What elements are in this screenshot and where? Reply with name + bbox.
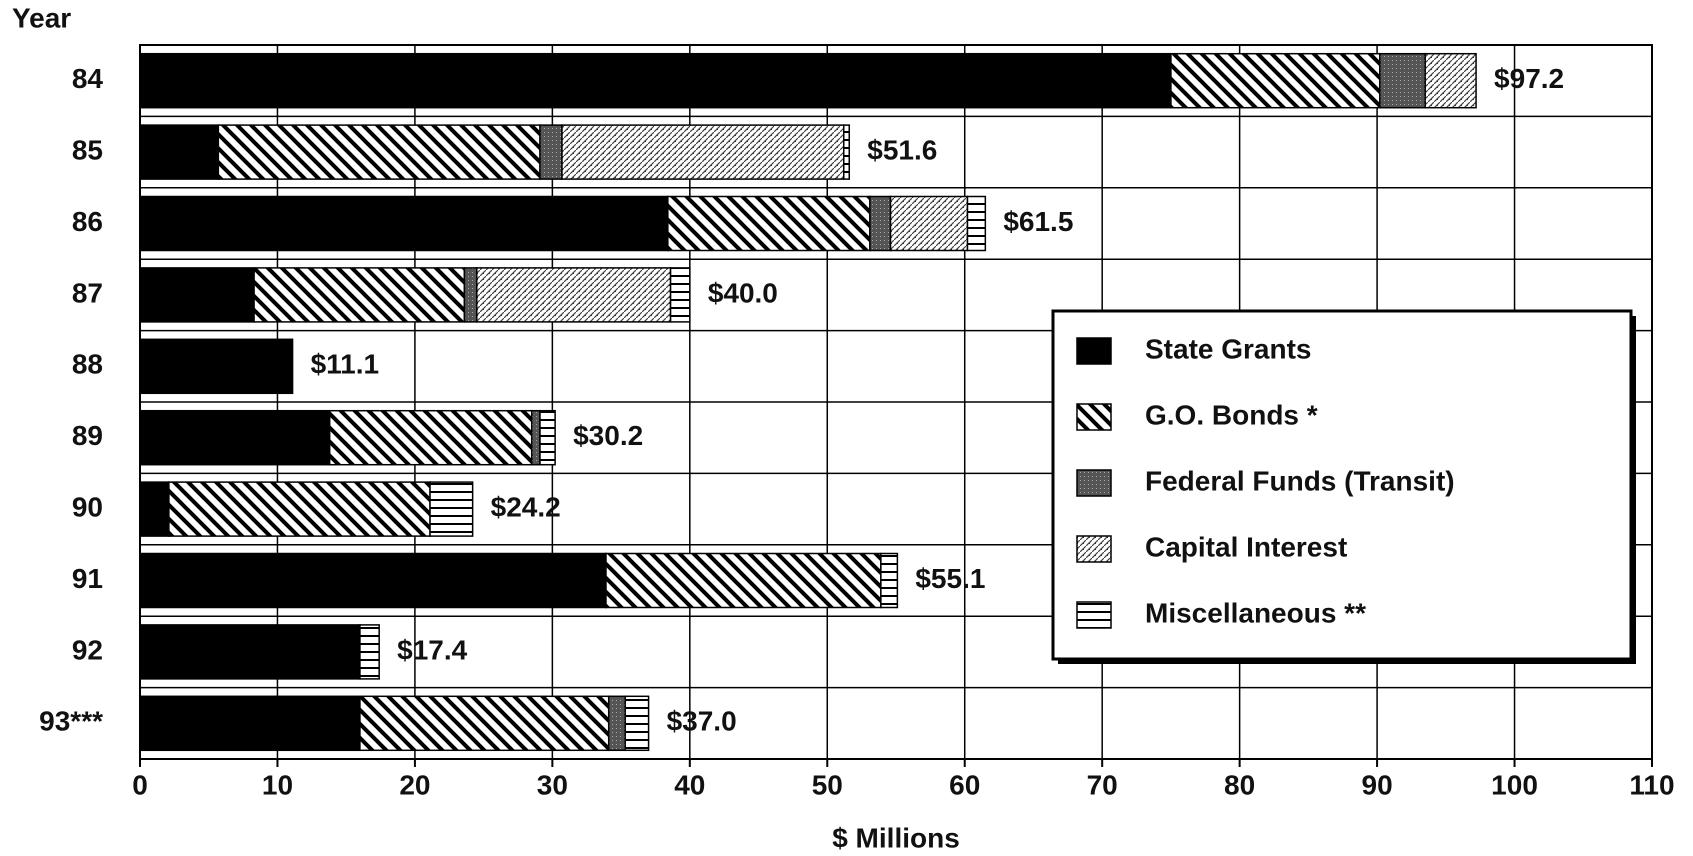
y-tick-label: 86 — [72, 206, 103, 237]
bar-segment — [966, 195, 987, 252]
legend-swatch — [1076, 403, 1112, 431]
bar-segment — [539, 124, 563, 180]
bar-segment — [139, 481, 170, 537]
y-tick-label: 87 — [72, 277, 103, 308]
bar-segment — [561, 124, 845, 180]
x-tick-label: 90 — [1362, 769, 1393, 800]
bar-segment — [139, 124, 220, 180]
x-tick-label: 70 — [1087, 769, 1118, 800]
bar-segment — [139, 552, 607, 609]
bar-segment — [669, 267, 691, 323]
total-label: $40.0 — [708, 277, 778, 308]
legend-swatch — [1076, 535, 1112, 563]
bar-segment — [139, 195, 669, 252]
y-tick-label: 92 — [72, 634, 103, 665]
bar-segment — [139, 338, 294, 395]
y-tick-label: 90 — [72, 491, 103, 522]
bar-segment — [328, 409, 533, 466]
bar-segment — [1424, 52, 1477, 109]
legend-label: G.O. Bonds * — [1145, 399, 1318, 430]
total-label: $61.5 — [1003, 206, 1073, 237]
total-label: $55.1 — [915, 563, 985, 594]
bar-segment — [667, 195, 871, 252]
x-tick-label: 30 — [537, 769, 568, 800]
x-tick-label: 0 — [132, 769, 148, 800]
total-label: $97.2 — [1494, 63, 1564, 94]
total-label: $17.4 — [397, 634, 467, 665]
bar-segment — [476, 267, 672, 323]
total-label: $11.1 — [311, 349, 380, 380]
x-tick-label: 80 — [1224, 769, 1255, 800]
total-label: $51.6 — [867, 134, 937, 165]
bar-segment — [429, 481, 474, 537]
bar-segment — [139, 267, 255, 323]
bar-segment — [869, 195, 892, 252]
bar-segment — [1379, 52, 1426, 109]
legend-label: Federal Funds (Transit) — [1145, 465, 1455, 496]
bar-segment — [889, 195, 969, 252]
bar-segment — [139, 624, 361, 680]
legend-label: Miscellaneous ** — [1145, 597, 1366, 628]
bar-segment — [843, 124, 851, 180]
y-tick-label: 89 — [72, 420, 103, 451]
x-tick-label: 40 — [674, 769, 705, 800]
bar-segment — [139, 52, 1172, 109]
total-label: $37.0 — [667, 706, 737, 737]
x-tick-label: 10 — [262, 769, 293, 800]
y-tick-label: 85 — [72, 134, 103, 165]
y-axis-title: Year — [12, 2, 71, 33]
bar-segment — [168, 481, 431, 537]
x-tick-label: 50 — [812, 769, 843, 800]
x-tick-label: 20 — [399, 769, 430, 800]
x-axis-title: $ Millions — [832, 822, 960, 853]
bar-segment — [624, 695, 650, 752]
legend-swatch — [1076, 337, 1112, 365]
bar-segment — [607, 695, 626, 752]
total-label: $30.2 — [573, 420, 643, 451]
legend-label: Capital Interest — [1145, 531, 1347, 562]
legend — [1051, 309, 1633, 661]
y-tick-label: 88 — [72, 349, 103, 380]
y-tick-label: 84 — [72, 63, 104, 94]
bar-segment — [253, 267, 466, 323]
bar-segment — [880, 552, 899, 609]
bar-segment — [139, 695, 361, 752]
bar-segment — [530, 409, 541, 466]
x-tick-label: 60 — [949, 769, 980, 800]
bar-segment — [217, 124, 541, 180]
bar-segment — [359, 624, 380, 680]
bar-segment — [605, 552, 882, 609]
bar-segment — [359, 695, 610, 752]
bar-segment — [1170, 52, 1381, 109]
bar-segment — [139, 409, 331, 466]
legend-label: State Grants — [1145, 333, 1312, 364]
legend-swatch — [1076, 469, 1112, 497]
total-label: $24.2 — [491, 491, 561, 522]
bar-segment — [539, 409, 556, 466]
x-tick-label: 110 — [1629, 769, 1674, 800]
y-tick-label: 93*** — [39, 706, 103, 737]
legend-swatch — [1076, 601, 1112, 629]
x-tick-label: 100 — [1491, 769, 1538, 800]
y-tick-label: 91 — [72, 563, 103, 594]
bar-segment — [463, 267, 478, 323]
